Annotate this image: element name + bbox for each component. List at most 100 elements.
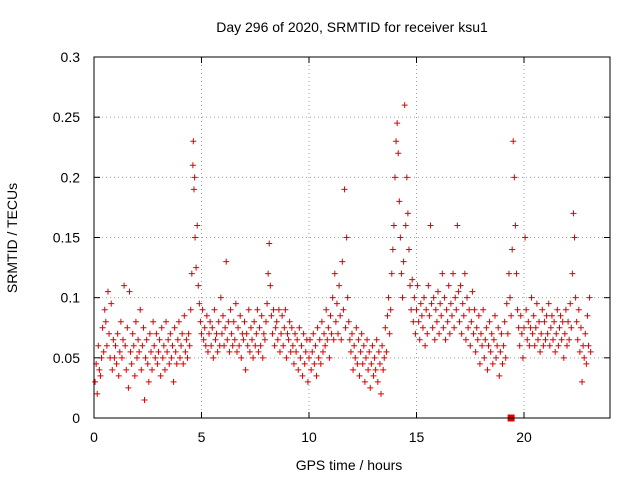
data-point [417, 300, 424, 307]
data-point [307, 336, 314, 343]
data-point [116, 348, 123, 355]
data-point [221, 342, 228, 349]
data-point [342, 324, 349, 331]
data-point [94, 390, 101, 397]
data-point [577, 324, 584, 331]
data-point [452, 294, 459, 301]
data-point [516, 342, 523, 349]
data-point [135, 336, 142, 343]
data-point [347, 348, 354, 355]
data-point [209, 324, 216, 331]
data-point [92, 378, 99, 385]
data-point [160, 342, 167, 349]
data-point [282, 306, 289, 313]
data-point [339, 258, 346, 265]
data-point [124, 324, 131, 331]
data-point [271, 342, 278, 349]
x-tick-label: 15 [409, 429, 425, 445]
data-point [525, 318, 532, 325]
data-point [432, 306, 439, 313]
data-point [579, 378, 586, 385]
data-point [137, 306, 144, 313]
data-point [450, 270, 457, 277]
data-point [366, 348, 373, 355]
data-point [479, 342, 486, 349]
data-point [582, 330, 589, 337]
data-point [407, 282, 414, 289]
data-point [123, 366, 130, 373]
data-point [380, 366, 387, 373]
data-point [158, 324, 165, 331]
data-point [570, 210, 577, 217]
data-point [258, 312, 265, 319]
data-point [253, 330, 260, 337]
y-tick-label: 0.05 [53, 350, 80, 366]
data-point [236, 342, 243, 349]
data-point [111, 354, 118, 361]
data-point [496, 372, 503, 379]
data-point [501, 318, 508, 325]
data-point [500, 342, 507, 349]
data-point [322, 342, 329, 349]
data-point [211, 306, 218, 313]
data-point [232, 300, 239, 307]
data-point [127, 348, 134, 355]
data-point [187, 306, 194, 313]
data-point [115, 372, 122, 379]
data-point [402, 222, 409, 229]
data-point [215, 318, 222, 325]
data-point [183, 336, 190, 343]
data-point [181, 312, 188, 319]
data-point [409, 276, 416, 283]
data-point [96, 366, 103, 373]
data-points [92, 102, 594, 422]
data-point [464, 294, 471, 301]
y-tick-label: 0.1 [61, 290, 81, 306]
data-point [266, 240, 273, 247]
data-point [414, 282, 421, 289]
data-point [385, 294, 392, 301]
data-point [293, 348, 300, 355]
data-point [319, 348, 326, 355]
data-point [251, 318, 258, 325]
data-point [497, 348, 504, 355]
x-tick-label: 0 [90, 429, 98, 445]
data-point [193, 264, 200, 271]
data-point [150, 318, 157, 325]
data-point [285, 336, 292, 343]
data-point [207, 318, 214, 325]
data-point [388, 270, 395, 277]
data-point [557, 312, 564, 319]
data-point [575, 306, 582, 313]
data-point [555, 342, 562, 349]
data-point [472, 348, 479, 355]
data-point [395, 150, 402, 157]
data-point [103, 342, 110, 349]
data-point [290, 360, 297, 367]
data-point [325, 324, 332, 331]
data-point [301, 360, 308, 367]
data-point [440, 324, 447, 331]
data-point [280, 342, 287, 349]
data-point [523, 306, 530, 313]
y-tick-label: 0 [72, 410, 80, 426]
data-point [521, 324, 527, 331]
data-point [547, 324, 554, 331]
data-point [179, 330, 186, 337]
data-point [454, 222, 461, 229]
data-point [337, 312, 344, 319]
data-point [421, 294, 428, 301]
data-point [483, 324, 490, 331]
data-point [201, 324, 208, 331]
data-point [514, 306, 521, 313]
data-point [332, 318, 339, 325]
data-point [473, 324, 480, 331]
data-point [372, 366, 379, 373]
data-point [260, 330, 267, 337]
x-axis-label: GPS time / hours [296, 457, 403, 473]
data-point [458, 330, 465, 337]
data-point [400, 258, 407, 265]
data-point [288, 324, 295, 331]
data-point [512, 222, 519, 229]
data-point [486, 318, 493, 325]
